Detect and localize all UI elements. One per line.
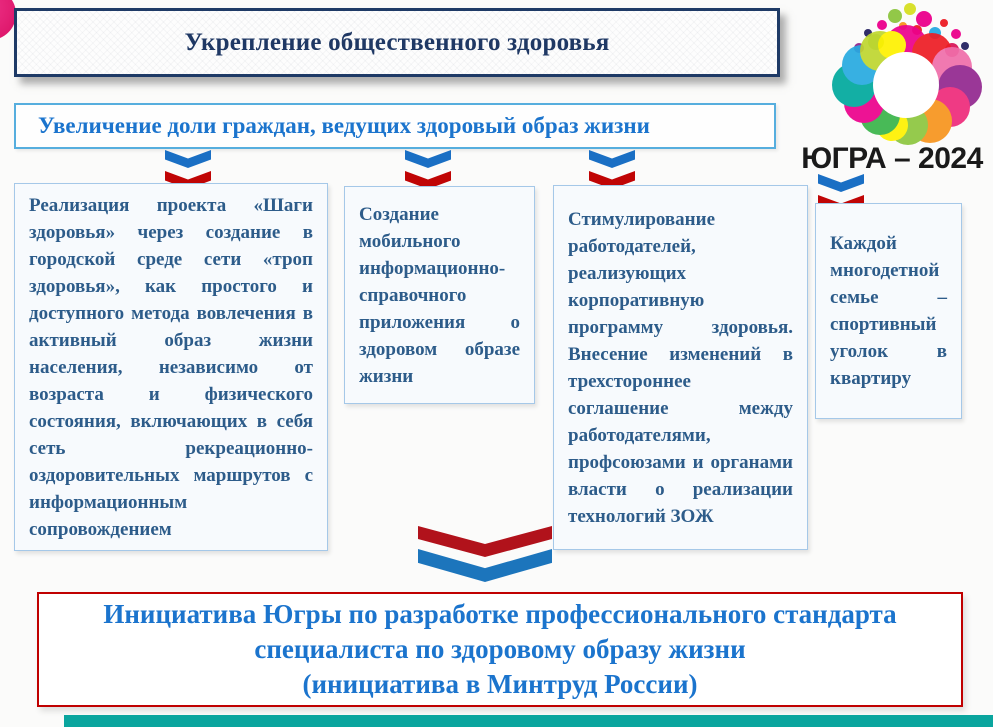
card-employers: Стимулирование работодателей, реализующи… [553,185,808,550]
chevron-red-band [589,171,635,189]
card-mobile-app: Создание мобильного информационно-справо… [344,186,535,404]
big-chevron-red-band [418,526,552,557]
logo-caption: ЮГРА – 2024 [801,142,983,175]
footer-line: Инициатива Югры по разработке профессион… [103,599,897,629]
chevron-down-icon [589,150,635,189]
footer-initiative-box: Инициатива Югры по разработке профессион… [37,592,963,707]
card-family-sport: Каждой многодетной семье – спортивный уг… [815,203,962,419]
card-text: Стимулирование работодателей, реализующи… [568,208,793,527]
chevron-down-icon [405,150,451,189]
yugra-2024-logo [822,3,992,148]
title-box: Укрепление общественного здоровья [14,8,780,77]
chevron-blue-band [818,174,864,192]
chevron-blue-band [589,150,635,168]
footer-line: (инициатива в Минтруд России) [302,669,698,699]
card-text: Каждой многодетной семье – спортивный уг… [830,233,947,389]
card-text: Реализация проекта «Шаги здоровья» через… [29,194,313,540]
footer-line: специалиста по здоровому образу жизни [254,634,746,664]
subtitle-text: Увеличение доли граждан, ведущих здоровы… [38,113,650,138]
page-title: Укрепление общественного здоровья [184,28,610,56]
chevron-red-band [405,171,451,189]
card-text: Создание мобильного информационно-справо… [359,203,520,387]
bottom-accent-bar [64,715,993,727]
chevron-blue-band [165,150,211,168]
subtitle-box: Увеличение доли граждан, ведущих здоровы… [14,103,776,149]
card-steps-of-health: Реализация проекта «Шаги здоровья» через… [14,183,328,551]
chevron-blue-band [405,150,451,168]
logo-bubble-ring [832,3,982,145]
